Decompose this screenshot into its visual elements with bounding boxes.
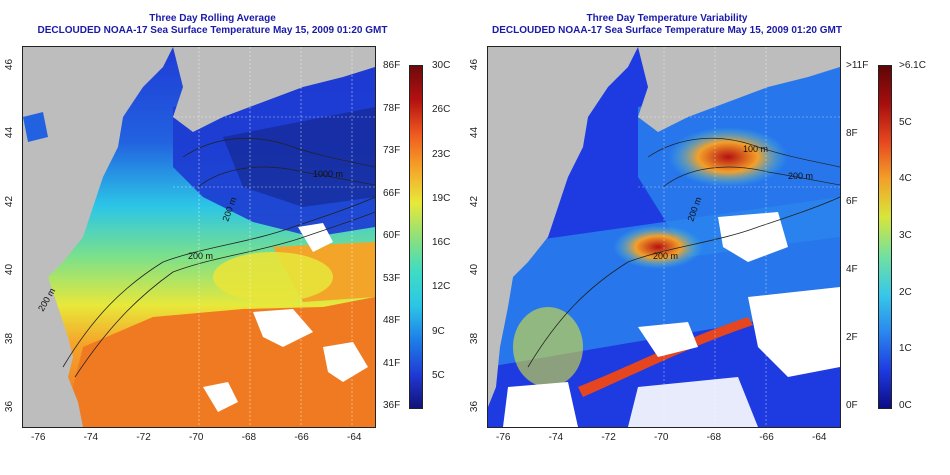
left-land-us — [23, 47, 173, 427]
left-contour-200m — [62, 196, 375, 368]
right-y-tick: 44 — [469, 127, 481, 139]
left-colorbar-f-label: 73F — [383, 145, 401, 156]
right-colorbar-f-label: 6F — [846, 196, 858, 207]
right-y-tick: 40 — [469, 264, 481, 276]
left-colorbar-f-label: 36F — [383, 400, 401, 411]
left-x-tick: -64 — [347, 432, 362, 443]
left-x-tick: -70 — [189, 432, 204, 443]
right-y-tick: 42 — [469, 195, 481, 207]
right-x-tick: -70 — [654, 432, 669, 443]
left-colorbar-c-label: 19C — [432, 192, 451, 204]
left-subtitle: DECLOUDED NOAA-17 Sea Surface Temperatur… — [37, 25, 388, 36]
left-colorbar-f-label: 66F — [383, 187, 401, 199]
right-gulf-stream-front — [578, 317, 753, 397]
left-colorbar-f-label: 60F — [383, 230, 401, 241]
left-colorbar — [409, 65, 423, 409]
right-cloud-gap — [718, 212, 788, 262]
right-colorbar-c-label: 0C — [899, 400, 912, 411]
right-contour-200m — [527, 196, 840, 368]
right-colorbar-f-label: 8F — [846, 128, 858, 139]
right-colorbar-c-label: 5C — [899, 116, 912, 128]
right-y-tick: 46 — [469, 58, 481, 71]
right-contour-label-3: 100 m — [743, 144, 768, 154]
left-x-tick: -74 — [83, 432, 99, 443]
right-colorbar-c-label: 1C — [899, 343, 912, 355]
left-sst-map[interactable]: 200 m 200 m 200 m 1000 m — [22, 46, 376, 428]
left-colorbar-c-label: 23C — [432, 148, 451, 160]
left-colorbar-c-label: 12C — [432, 281, 451, 293]
left-colorbar-c-label: 5C — [432, 370, 445, 381]
right-x-tick: -74 — [548, 432, 564, 443]
left-y-tick: 38 — [4, 332, 16, 344]
right-x-tick: -72 — [601, 432, 616, 443]
right-colorbar-f-label: >11F — [846, 60, 869, 71]
right-colorbar-c-label: 3C — [899, 230, 912, 241]
right-variability-map[interactable]: 200 m 200 m 100 m 200 m — [487, 46, 841, 428]
right-colorbar — [878, 65, 892, 409]
right-colorbar-c-label: >6.1C — [899, 60, 926, 71]
left-y-tick: 36 — [4, 400, 16, 413]
left-x-tick: -66 — [294, 432, 309, 443]
left-colorbar-f-label: 41F — [383, 357, 401, 369]
right-title: Three Day Temperature Variability — [586, 13, 748, 24]
left-colorbar-f-label: 86F — [383, 60, 401, 71]
left-x-tick: -72 — [136, 432, 151, 443]
right-land-canada — [638, 47, 840, 132]
left-cloud-gap — [253, 309, 313, 347]
left-y-tick: 42 — [4, 195, 16, 207]
left-colorbar-f-label: 48F — [383, 315, 401, 326]
right-colorbar-c-label: 2C — [899, 286, 912, 298]
right-y-tick: 36 — [469, 400, 481, 413]
left-colorbar-c-label: 16C — [432, 237, 451, 249]
left-contour-label-1: 200 m — [188, 251, 213, 261]
left-colorbar-c-label: 26C — [432, 104, 451, 116]
left-colorbar-f-label: 78F — [383, 102, 401, 114]
left-x-tick: -68 — [241, 432, 257, 443]
right-x-tick: -64 — [812, 432, 827, 443]
left-land-canada — [173, 47, 375, 132]
left-y-tick: 46 — [4, 58, 16, 71]
right-colorbar-f-label: 2F — [846, 332, 858, 343]
right-land-us — [488, 47, 638, 407]
right-x-tick: -68 — [706, 432, 722, 443]
right-subtitle: DECLOUDED NOAA-17 Sea Surface Temperatur… — [492, 25, 842, 36]
left-colorbar-f-label: 53F — [383, 272, 401, 284]
left-y-tick: 44 — [4, 127, 16, 139]
left-x-tick: -76 — [31, 432, 46, 443]
left-contour-label-4: 1000 m — [313, 169, 343, 179]
right-x-tick: -76 — [496, 432, 511, 443]
right-contour-label-4: 200 m — [788, 171, 813, 181]
right-colorbar-f-label: 0F — [846, 400, 858, 411]
left-y-tick: 40 — [4, 264, 16, 276]
right-colorbar-c-label: 4C — [899, 173, 912, 185]
left-colorbar-c-label: 30C — [432, 60, 451, 71]
left-title: Three Day Rolling Average — [149, 13, 276, 24]
right-contour-label-1: 200 m — [653, 251, 678, 261]
right-x-tick: -66 — [759, 432, 774, 443]
right-colorbar-f-label: 4F — [846, 264, 858, 275]
left-colorbar-c-label: 9C — [432, 325, 445, 337]
right-y-tick: 38 — [469, 332, 481, 344]
